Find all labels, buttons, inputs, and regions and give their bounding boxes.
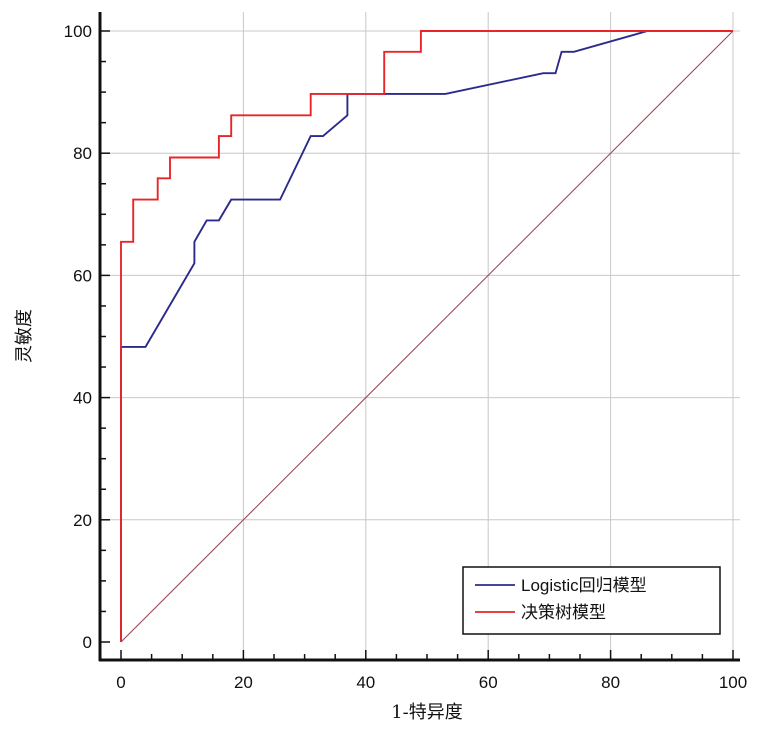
legend-box <box>462 566 721 635</box>
x-tick-label: 0 <box>116 673 125 692</box>
y-axis-label: 灵敏度 <box>14 309 35 363</box>
series-layer <box>120 30 734 643</box>
legend-label-decision-tree: 决策树模型 <box>521 603 606 622</box>
x-tick-label: 40 <box>356 673 375 692</box>
tick-labels: 0 20 40 60 80 100 0 20 40 60 80 100 <box>64 22 748 692</box>
x-tick-label: 100 <box>719 673 747 692</box>
y-tick-label: 80 <box>73 144 92 163</box>
x-tick-label: 60 <box>479 673 498 692</box>
axes <box>98 12 740 662</box>
y-tick-label: 40 <box>73 389 92 408</box>
y-tick-label: 60 <box>73 266 92 285</box>
x-axis-label: 1-特异度 <box>391 702 463 723</box>
grid-lines <box>100 12 740 660</box>
legend: Logistic回归模型 决策树模型 <box>462 566 721 635</box>
y-tick-label: 0 <box>83 633 92 652</box>
legend-label-logistic: Logistic回归模型 <box>521 576 647 595</box>
series-line-decision-tree <box>120 30 733 642</box>
x-tick-label: 80 <box>601 673 620 692</box>
x-tick-label: 20 <box>234 673 253 692</box>
y-tick-label: 100 <box>64 22 92 41</box>
reference-diagonal-line <box>120 30 734 643</box>
series-line-logistic <box>120 30 733 642</box>
y-tick-label: 20 <box>73 511 92 530</box>
